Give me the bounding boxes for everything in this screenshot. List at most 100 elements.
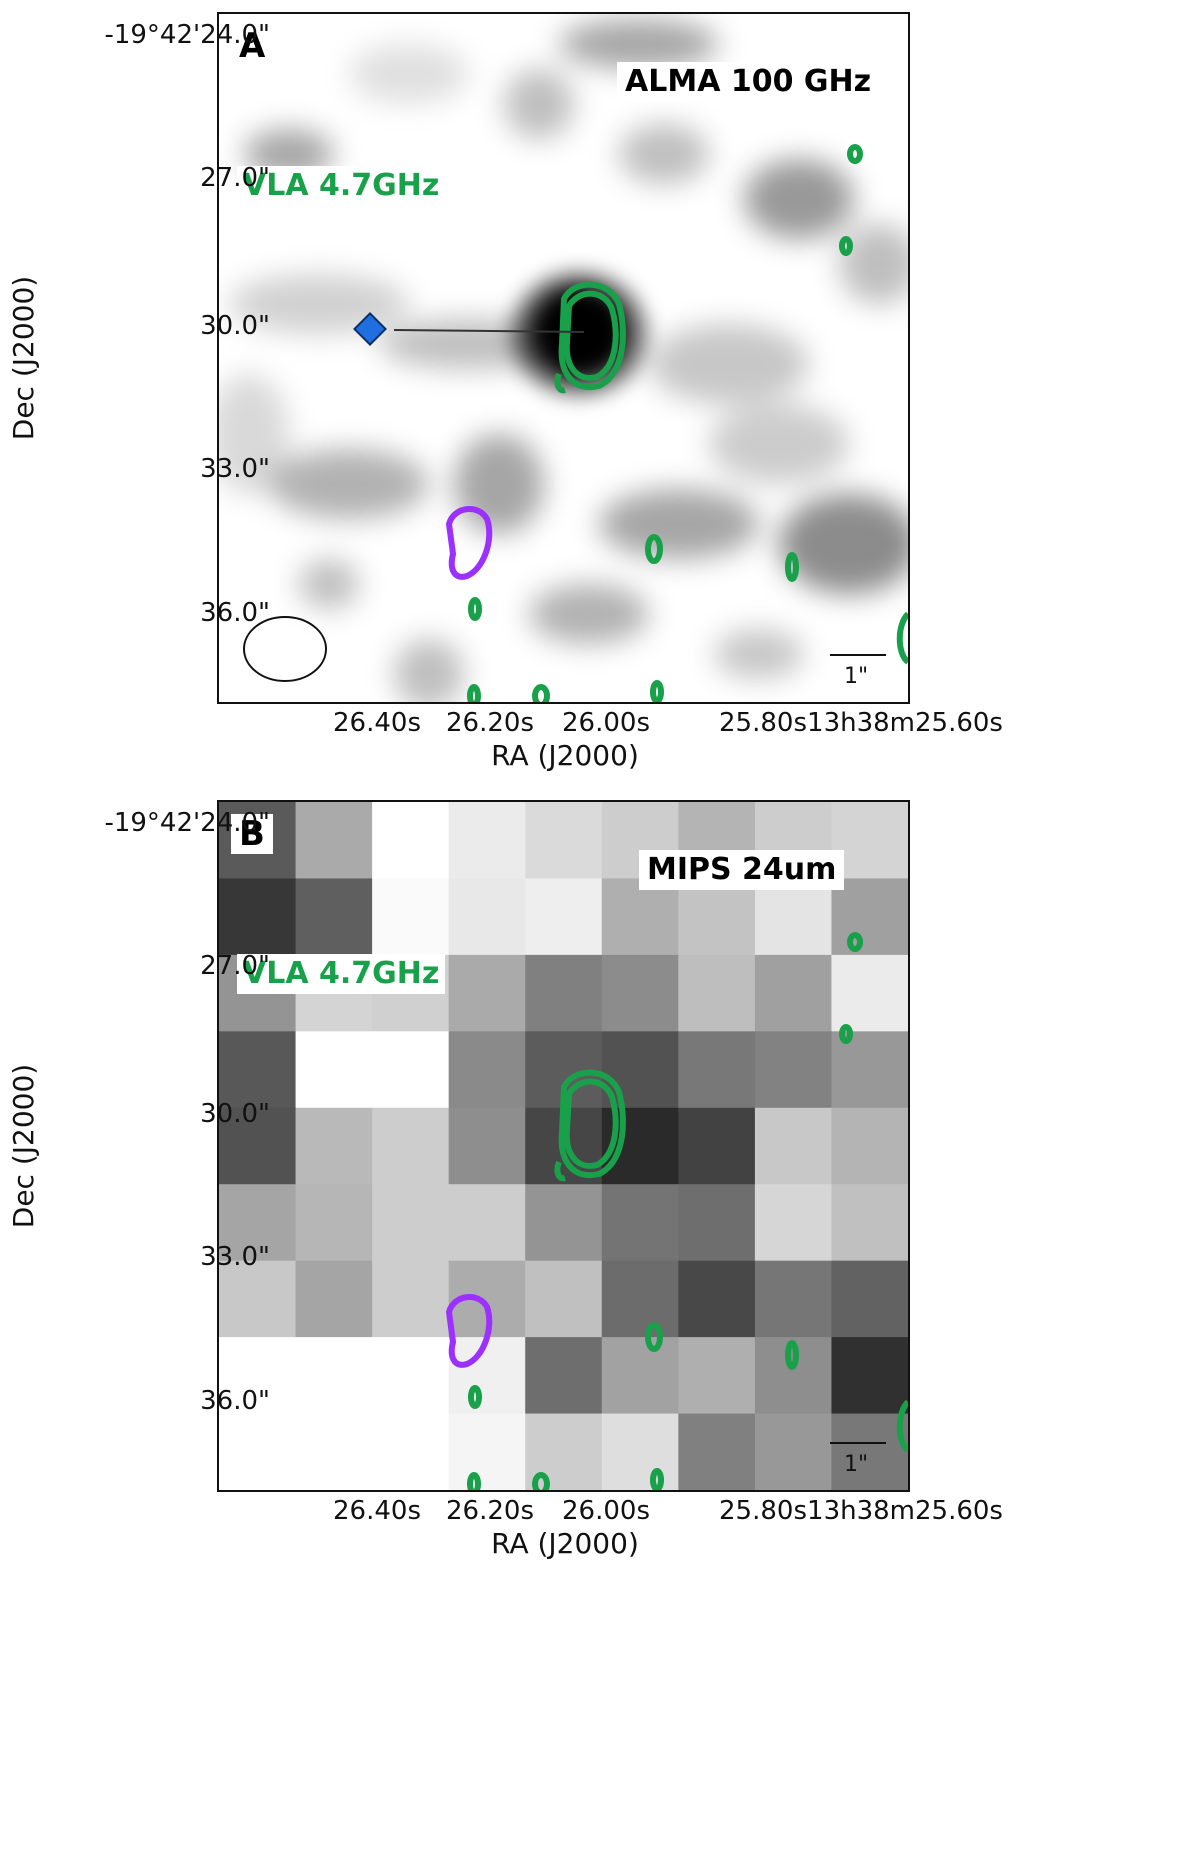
mips-map	[219, 802, 908, 1490]
y-tick: 33.0"	[200, 454, 270, 484]
alma-noise-patches	[219, 19, 908, 702]
mips-pixel	[295, 1413, 373, 1490]
mips-pixel-grid	[219, 802, 908, 1490]
y-tick: -19°42'24.0"	[104, 20, 270, 50]
mips-pixel	[448, 1413, 526, 1490]
mips-pixel	[525, 1337, 603, 1415]
mips-pixel	[831, 878, 908, 956]
mips-pixel	[678, 954, 756, 1032]
panel-b-image: B MIPS 24um VLA 4.7GHz 1"	[217, 800, 910, 1492]
panel-a-image: A ALMA 100 GHz VLA 4.7GHz 1"	[217, 12, 910, 704]
x-axis-label: RA (J2000)	[491, 1527, 639, 1560]
mips-pixel	[525, 802, 603, 880]
offset-line	[393, 329, 585, 333]
mips-pixel	[219, 1260, 297, 1338]
y-tick: 36.0"	[200, 598, 270, 628]
mips-pixel	[525, 1260, 603, 1338]
band-label: MIPS 24um	[639, 850, 845, 890]
mips-pixel	[295, 1337, 373, 1415]
y-tick: 27.0"	[200, 951, 270, 981]
x-tick: 26.40s	[333, 1496, 421, 1526]
y-tick: 36.0"	[200, 1386, 270, 1416]
mips-pixel	[219, 1184, 297, 1262]
mips-pixel	[525, 954, 603, 1032]
mips-pixel	[219, 878, 297, 956]
x-tick: 26.20s	[446, 708, 534, 738]
scale-bar-label: 1"	[844, 1452, 869, 1477]
mips-pixel	[754, 878, 833, 956]
scale-bar-line	[830, 1442, 886, 1444]
mips-pixel	[448, 878, 526, 956]
mips-pixel	[448, 1107, 526, 1185]
y-tick: -19°42'24.0"	[104, 808, 270, 838]
mips-pixel	[754, 1107, 833, 1185]
mips-pixel	[831, 1413, 908, 1490]
mips-pixel	[295, 1107, 373, 1185]
mips-pixel	[448, 1337, 526, 1415]
y-tick: 27.0"	[200, 163, 270, 193]
mips-pixel	[678, 1413, 756, 1490]
mips-pixel	[372, 1107, 450, 1185]
vla-contours-a	[467, 144, 908, 702]
y-axis-label: Dec (J2000)	[7, 275, 40, 441]
mips-pixel	[372, 1413, 450, 1490]
mips-pixel	[448, 1184, 526, 1262]
mips-pixel	[831, 954, 908, 1032]
mips-pixel	[219, 1107, 297, 1185]
mips-pixel	[448, 802, 526, 880]
x-tick: 26.20s	[446, 1496, 534, 1526]
mips-pixel	[295, 1260, 373, 1338]
mips-pixel	[372, 1260, 450, 1338]
mips-pixel	[754, 1184, 833, 1262]
purple-contour-b	[445, 1294, 493, 1368]
x-axis-label: RA (J2000)	[491, 739, 639, 772]
mips-pixel	[295, 1184, 373, 1262]
panel-letter: B	[231, 814, 273, 854]
diamond-marker	[353, 312, 387, 346]
x-tick: 26.00s	[562, 708, 650, 738]
mips-pixel	[601, 878, 679, 956]
mips-pixel	[219, 1031, 297, 1109]
x-tick: 13h38m25.60s	[807, 1496, 1003, 1526]
mips-pixel	[678, 1031, 756, 1109]
band-label: ALMA 100 GHz	[617, 62, 880, 102]
mips-pixel	[678, 1337, 756, 1415]
vla-contours-b	[467, 932, 908, 1490]
mips-pixel	[754, 954, 833, 1032]
mips-pixel	[372, 1184, 450, 1262]
mips-pixel	[295, 878, 373, 956]
x-tick: 26.40s	[333, 708, 421, 738]
mips-pixel	[372, 878, 450, 956]
overlay-label: VLA 4.7GHz	[237, 954, 446, 994]
y-tick: 33.0"	[200, 1242, 270, 1272]
beam-ellipse	[243, 616, 327, 682]
x-tick: 26.00s	[562, 1496, 650, 1526]
mips-pixel	[831, 1337, 908, 1415]
mips-pixel	[372, 802, 450, 880]
scale-bar: 1"	[830, 650, 886, 696]
y-tick: 30.0"	[200, 311, 270, 341]
mips-pixel	[448, 954, 526, 1032]
mips-pixel	[754, 1260, 833, 1338]
mips-pixel	[525, 1184, 603, 1262]
purple-contour-a	[445, 506, 493, 580]
mips-pixel	[295, 1031, 373, 1109]
mips-pixel	[678, 878, 756, 956]
mips-pixel	[678, 1260, 756, 1338]
mips-pixel	[754, 1031, 833, 1109]
mips-pixel	[219, 1413, 297, 1490]
mips-pixel	[678, 1184, 756, 1262]
y-axis-label: Dec (J2000)	[7, 1063, 40, 1229]
scale-bar-line	[830, 654, 886, 656]
panel-letter: A	[231, 26, 274, 66]
mips-pixel	[601, 1413, 679, 1490]
scale-bar: 1"	[830, 1438, 886, 1484]
mips-pixel	[448, 1031, 526, 1109]
mips-pixel	[601, 1337, 679, 1415]
mips-pixel	[219, 1337, 297, 1415]
x-tick: 13h38m25.60s	[807, 708, 1003, 738]
overlay-label: VLA 4.7GHz	[237, 166, 446, 206]
mips-pixel	[601, 954, 679, 1032]
mips-pixel	[601, 1260, 679, 1338]
x-tick: 25.80s	[719, 708, 807, 738]
